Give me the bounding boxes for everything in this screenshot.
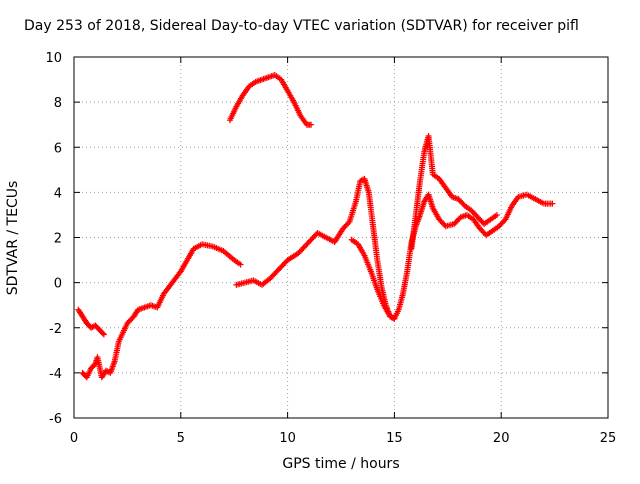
y-tick-label: -4	[49, 367, 62, 382]
x-tick-label: 25	[600, 431, 617, 446]
y-tick-label: 6	[54, 141, 62, 156]
x-axis-label: GPS time / hours	[282, 456, 400, 472]
x-tick-label: 10	[279, 431, 296, 446]
data-point	[391, 315, 398, 322]
data-point	[308, 121, 315, 128]
plot-frame	[73, 56, 609, 419]
chart-title: Day 253 of 2018, Sidereal Day-to-day VTE…	[24, 18, 579, 34]
data-point	[493, 211, 500, 218]
y-tick-label: -2	[49, 322, 62, 337]
y-axis-label: SDTVAR / TECUs	[5, 180, 21, 296]
y-tick-label: 8	[54, 96, 62, 111]
data-point	[237, 261, 244, 268]
data-point	[549, 200, 556, 207]
y-tick-label: 2	[54, 232, 62, 247]
x-tick-label: 15	[386, 431, 403, 446]
data-point	[100, 331, 107, 338]
y-tick-label: 10	[45, 51, 62, 66]
y-tick-label: 4	[54, 186, 62, 201]
x-tick-label: 0	[70, 431, 78, 446]
y-tick-label: 0	[54, 277, 62, 292]
data-point	[501, 217, 508, 224]
x-tick-label: 5	[177, 431, 185, 446]
data-point	[345, 220, 352, 227]
data-point	[99, 330, 106, 337]
y-tick-label: -6	[49, 412, 62, 427]
x-tick-label: 20	[493, 431, 510, 446]
